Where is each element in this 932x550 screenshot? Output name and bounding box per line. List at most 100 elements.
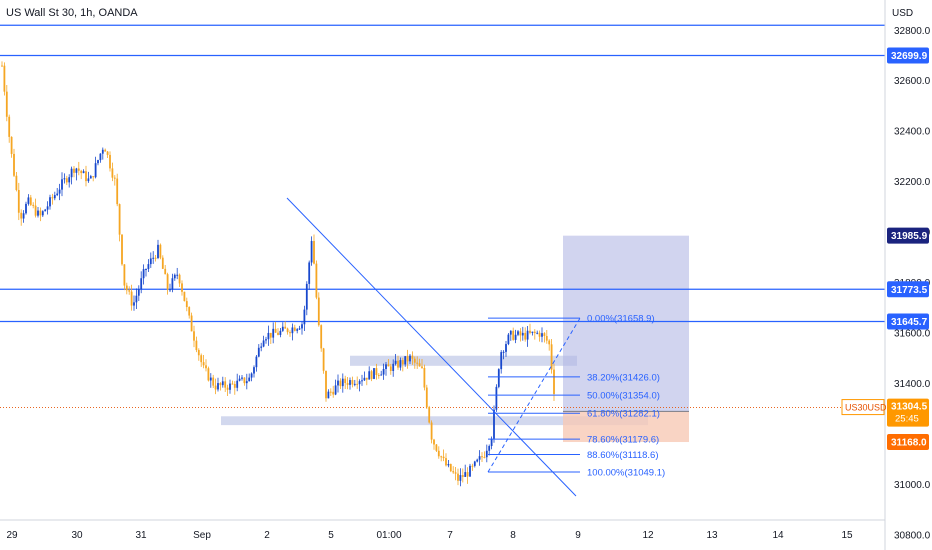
candle-body [361, 380, 363, 382]
candle-body [8, 116, 11, 137]
descending-trendline [286, 197, 577, 497]
candle-body [329, 391, 332, 393]
candle-body [387, 364, 390, 367]
bar-countdown-label: 25:45 [895, 414, 919, 425]
candle-body [22, 213, 25, 219]
price-tag-label: 32699.9 [891, 51, 928, 62]
candle-body [531, 331, 534, 333]
y-tick-label: 32800.0 [894, 26, 931, 37]
candle-body [200, 355, 203, 363]
candle-body [433, 439, 435, 445]
price-tag [887, 434, 929, 451]
candle-body [34, 205, 37, 216]
currency-label[interactable]: USD [892, 8, 914, 19]
candle-body [454, 472, 457, 474]
candle-body [51, 197, 54, 199]
candle-body [169, 289, 171, 291]
candle-body [92, 176, 95, 178]
candle-body [15, 175, 18, 191]
candle-body [421, 366, 423, 368]
x-tick-label: 9 [575, 530, 581, 541]
candle-body [214, 385, 217, 390]
candle-body [401, 360, 404, 365]
candle-body [221, 381, 224, 386]
candle-body [104, 149, 107, 152]
candle-body [262, 340, 265, 347]
x-tick-label: 7 [447, 530, 453, 541]
candle-body [260, 346, 263, 348]
candle-body [32, 204, 35, 206]
candle-body [358, 381, 361, 385]
candle-body [365, 377, 368, 380]
candle-body [346, 383, 349, 385]
price-tags: 32699.931985.931773.531645.731289.531168… [841, 47, 929, 451]
candle-body [301, 324, 303, 329]
candle-body [382, 369, 385, 375]
candle-body [125, 285, 128, 291]
candle-body [493, 409, 495, 439]
candle-body [339, 380, 342, 387]
candle-body [209, 377, 212, 381]
x-tick-label: 31 [135, 530, 147, 541]
x-tick-label: 30 [71, 530, 83, 541]
candle-body [380, 374, 383, 376]
candle-body [197, 350, 200, 356]
candle-body [41, 211, 44, 216]
candle-body [476, 459, 479, 462]
candle-body [495, 386, 498, 410]
candle-body [469, 465, 471, 477]
candle-body [274, 328, 277, 333]
candle-body [27, 197, 30, 204]
candle-body [471, 465, 474, 467]
x-tick-label: 8 [510, 530, 516, 541]
candle-body [80, 170, 83, 174]
candle-body [363, 377, 366, 381]
candle-body [250, 373, 253, 378]
candle-body [145, 269, 147, 271]
candle-body [231, 383, 234, 385]
candle-body [241, 377, 243, 379]
candle-body [178, 274, 181, 284]
candle-body [483, 456, 486, 458]
candle-body [116, 178, 119, 205]
candle-body [507, 334, 510, 345]
candle-body [46, 206, 49, 210]
candle-body [524, 332, 527, 340]
candle-body [159, 244, 162, 258]
fib-level-label: 50.00%(31354.0) [587, 391, 660, 402]
candle-body [226, 387, 229, 390]
candle-body [389, 366, 392, 371]
candle-body [154, 257, 157, 259]
candle-body [181, 283, 183, 292]
candle-body [85, 171, 87, 182]
candle-body [17, 190, 20, 213]
candle-body [341, 378, 344, 387]
candle-body [500, 352, 503, 370]
candle-body [447, 464, 450, 466]
candle-body [313, 241, 315, 264]
candle-body [236, 380, 239, 388]
candle-body [541, 333, 543, 337]
candle-body [430, 422, 433, 440]
candle-body [106, 151, 109, 155]
price-tag [887, 47, 929, 64]
candle-body [20, 212, 23, 219]
candle-body [442, 456, 445, 459]
x-tick-label: 13 [706, 530, 718, 541]
candle-body [118, 204, 121, 235]
candle-body [257, 347, 260, 357]
candle-body [176, 274, 179, 276]
candle-body [248, 377, 251, 382]
candle-body [353, 383, 356, 385]
candle-body [485, 450, 488, 458]
candle-body [423, 367, 426, 388]
candle-body [481, 456, 483, 458]
candle-body [265, 339, 267, 341]
candle-body [279, 330, 282, 335]
candle-body [473, 461, 476, 466]
candle-body [142, 269, 145, 279]
candle-body [502, 351, 505, 353]
candle-body [281, 326, 284, 331]
candle-body [233, 383, 236, 388]
